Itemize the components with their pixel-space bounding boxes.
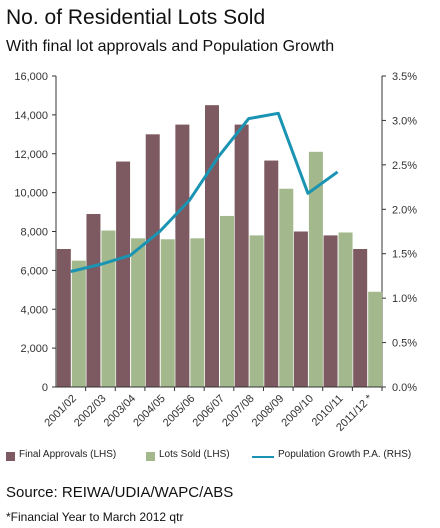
bar-lots-sold (368, 291, 383, 387)
legend: Final Approvals (LHS) Lots Sold (LHS) Po… (0, 449, 440, 465)
x-tick-label: 2008/09 (250, 393, 287, 430)
x-tick-label: 2007/08 (220, 393, 257, 430)
bar-final-approvals (175, 124, 190, 387)
residential-lots-chart: 0 2,000 4,000 6,000 8,000 10,000 12,000 14,000 1… (14, 71, 417, 434)
right-tick-label: 1.5% (392, 249, 417, 261)
bar-final-approvals (293, 231, 308, 387)
bar-lots-sold (160, 239, 175, 387)
source-note: Source: REIWA/UDIA/WAPC/ABS (6, 484, 234, 501)
left-tick-label: 2,000 (20, 343, 48, 355)
chart-title: No. of Residential Lots Sold (6, 6, 266, 29)
x-tick-label: 2004/05 (131, 393, 168, 430)
bar-lots-sold (71, 260, 86, 387)
legend-label-final-approvals: Final Approvals (LHS) (19, 449, 117, 460)
legend-line-population-growth (252, 456, 274, 458)
bar-lots-sold (220, 215, 234, 387)
bar-lots-sold (131, 238, 146, 387)
bar-lots-sold (249, 235, 264, 387)
left-tick-label: 16,000 (14, 71, 48, 83)
bar-lots-sold (190, 238, 205, 387)
left-tick-label: 10,000 (14, 188, 48, 200)
chart-subtitle: With final lot approvals and Population … (6, 38, 335, 55)
bar-final-approvals (353, 248, 368, 387)
line-population-growth (70, 111, 339, 273)
right-axis: 0.0% 0.5% 1.0% 1.5% 2.0% 2.5% 3.0% 3.5% (381, 71, 417, 394)
x-tick-label: 2001/02 (42, 393, 79, 430)
right-tick-label: 3.0% (392, 115, 417, 127)
legend-swatch-lots-sold (146, 452, 155, 461)
bar-final-approvals (264, 160, 279, 387)
left-tick-label: 12,000 (14, 149, 48, 161)
left-axis: 0 2,000 4,000 6,000 8,000 10,000 12,000 14,000 1… (14, 71, 57, 394)
left-tick-label: 4,000 (20, 304, 48, 316)
legend-swatch-final-approvals (6, 452, 15, 461)
right-tick-label: 1.0% (392, 293, 417, 305)
x-axis: 2001/022002/032003/042004/052005/062006/… (42, 386, 383, 434)
bar-final-approvals (205, 105, 219, 387)
bar-final-approvals (86, 214, 101, 387)
x-tick-label: 2005/06 (161, 393, 198, 430)
right-tick-label: 2.0% (392, 204, 417, 216)
left-tick-label: 6,000 (20, 265, 48, 277)
bar-lots-sold (308, 151, 323, 387)
x-tick-label: 2002/03 (72, 393, 109, 430)
x-tick-label: 2006/07 (191, 393, 228, 430)
legend-label-lots-sold: Lots Sold (LHS) (159, 449, 230, 460)
right-tick-label: 3.5% (392, 71, 417, 83)
right-tick-label: 0.0% (392, 382, 417, 394)
bar-final-approvals (145, 134, 160, 387)
x-tick-label: 2009/10 (279, 393, 316, 430)
bars (56, 105, 383, 387)
bar-final-approvals (323, 235, 338, 387)
left-tick-label: 8,000 (20, 227, 48, 239)
bar-final-approvals (56, 248, 71, 387)
left-tick-label: 0 (42, 382, 48, 394)
legend-label-population-growth: Population Growth P.A. (RHS) (278, 449, 412, 460)
bar-lots-sold (101, 230, 116, 387)
bar-final-approvals (116, 161, 131, 387)
left-tick-label: 14,000 (14, 110, 48, 122)
bar-lots-sold (338, 232, 353, 387)
bar-lots-sold (279, 188, 294, 387)
x-tick-label: 2003/04 (102, 393, 139, 430)
footnote: *Financial Year to March 2012 qtr (6, 510, 184, 524)
population-line (70, 111, 339, 273)
right-tick-label: 2.5% (392, 160, 417, 172)
right-tick-label: 0.5% (392, 338, 417, 350)
bar-final-approvals (234, 124, 249, 387)
